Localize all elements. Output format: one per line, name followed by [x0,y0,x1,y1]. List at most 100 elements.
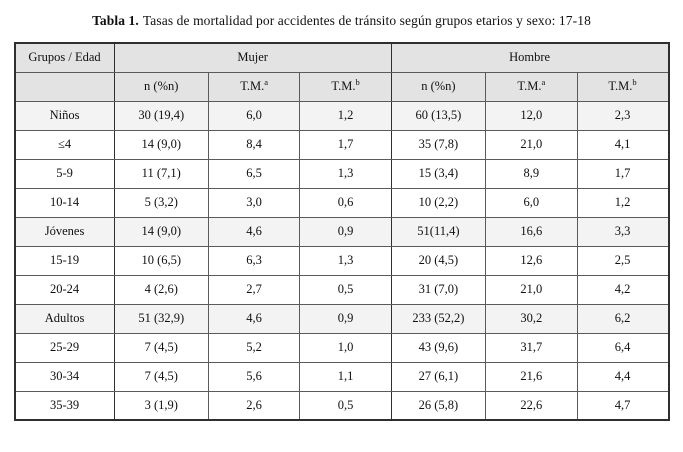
cell-value: 12,0 [485,100,578,131]
corner-header-empty [14,71,115,102]
cell-value: 30 (19,4) [113,100,209,131]
cell-value: 60 (13,5) [390,100,487,131]
table-row: 20-24 4 (2,6) 2,7 0,5 31 (7,0) 21,0 4,2 [14,274,670,305]
cell-value: 0,9 [299,303,392,334]
cell-value: 4,7 [576,390,670,421]
column-header: n (%n) [390,71,487,102]
table-body: Niños 30 (19,4) 6,0 1,2 60 (13,5) 12,0 2,3 ≤4 14… [14,100,670,421]
cell-value: 8,9 [485,158,578,189]
cell-value: 0,6 [299,187,392,218]
cell-value: 16,6 [485,216,578,247]
column-header: T.M.b [299,71,392,102]
table-row: 25-29 7 (4,5) 5,2 1,0 43 (9,6) 31,7 6,4 [14,332,670,363]
cell-value: 26 (5,8) [390,390,487,421]
cell-value: 31 (7,0) [390,274,487,305]
table-title-text: Tasas de mortalidad por accidentes de tr… [142,13,591,28]
row-label: 15-19 [14,245,115,276]
cell-value: 4 (2,6) [113,274,209,305]
cell-value: 4,6 [207,216,301,247]
cell-value: 11 (7,1) [113,158,209,189]
row-label: ≤4 [14,129,115,160]
column-header-superscript: a [541,76,546,87]
cell-value: 6,0 [207,100,301,131]
cell-value: 43 (9,6) [390,332,487,363]
cell-value: 3,3 [576,216,670,247]
cell-value: 0,9 [299,216,392,247]
column-header: T.M.a [207,71,301,102]
group-header-row: Grupos / Edad Mujer Hombre [14,42,670,73]
column-header-label: T.M. [517,79,542,93]
cell-value: 233 (52,2) [390,303,487,334]
row-label: Adultos [14,303,115,334]
cell-value: 21,6 [485,361,578,392]
cell-value: 1,3 [299,158,392,189]
cell-value: 2,3 [576,100,670,131]
cell-value: 3,0 [207,187,301,218]
group-table-row: Niños 30 (19,4) 6,0 1,2 60 (13,5) 12,0 2,3 [14,100,670,131]
mortality-table: Grupos / Edad Mujer Hombre n (%n) T.M.a T.… [13,42,670,421]
column-header: n (%n) [113,71,209,102]
cell-value: 2,5 [576,245,670,276]
cell-value: 4,1 [576,129,670,160]
cell-value: 35 (7,8) [390,129,487,160]
cell-value: 21,0 [485,129,578,160]
cell-value: 1,7 [576,158,670,189]
table-title: Tabla 1. Tasas de mortalidad por accident… [0,13,683,29]
row-label: 10-14 [14,187,115,218]
column-header-label: n (%n) [144,79,179,93]
cell-value: 7 (4,5) [113,332,209,363]
cell-value: 6,3 [207,245,301,276]
cell-value: 0,5 [299,390,392,421]
cell-value: 0,5 [299,274,392,305]
column-header-label: n (%n) [421,79,456,93]
cell-value: 2,7 [207,274,301,305]
cell-value: 27 (6,1) [390,361,487,392]
column-header: T.M.b [576,71,670,102]
row-label: 30-34 [14,361,115,392]
group-header-hombre: Hombre [390,42,670,73]
group-table-row: Adultos 51 (32,9) 4,6 0,9 233 (52,2) 30,2 6,2 [14,303,670,334]
cell-value: 4,4 [576,361,670,392]
row-label: 35-39 [14,390,115,421]
row-label: Jóvenes [14,216,115,247]
cell-value: 2,6 [207,390,301,421]
table-header: Grupos / Edad Mujer Hombre n (%n) T.M.a T.… [14,42,670,102]
cell-value: 5 (3,2) [113,187,209,218]
column-header: T.M.a [485,71,578,102]
cell-value: 3 (1,9) [113,390,209,421]
cell-value: 1,0 [299,332,392,363]
cell-value: 8,4 [207,129,301,160]
cell-value: 1,1 [299,361,392,392]
cell-value: 31,7 [485,332,578,363]
cell-value: 15 (3,4) [390,158,487,189]
table-row: 10-14 5 (3,2) 3,0 0,6 10 (2,2) 6,0 1,2 [14,187,670,218]
cell-value: 7 (4,5) [113,361,209,392]
cell-value: 14 (9,0) [113,129,209,160]
column-header-label: T.M. [331,79,356,93]
column-header-superscript: b [632,76,637,87]
table-row: 30-34 7 (4,5) 5,6 1,1 27 (6,1) 21,6 4,4 [14,361,670,392]
cell-value: 21,0 [485,274,578,305]
cell-value: 5,6 [207,361,301,392]
cell-value: 51(11,4) [390,216,487,247]
cell-value: 5,2 [207,332,301,363]
cell-value: 20 (4,5) [390,245,487,276]
sub-header-row: n (%n) T.M.a T.M.b n (%n) T.M.a T.M.b [14,71,670,102]
column-header-label: T.M. [608,79,633,93]
cell-value: 30,2 [485,303,578,334]
row-label: 25-29 [14,332,115,363]
cell-value: 10 (6,5) [113,245,209,276]
cell-value: 1,2 [299,100,392,131]
cell-value: 10 (2,2) [390,187,487,218]
table-row: 15-19 10 (6,5) 6,3 1,3 20 (4,5) 12,6 2,5 [14,245,670,276]
table-row: ≤4 14 (9,0) 8,4 1,7 35 (7,8) 21,0 4,1 [14,129,670,160]
cell-value: 4,6 [207,303,301,334]
corner-header: Grupos / Edad [14,42,115,73]
row-label: 20-24 [14,274,115,305]
table-row: 35-39 3 (1,9) 2,6 0,5 26 (5,8) 22,6 4,7 [14,390,670,421]
cell-value: 51 (32,9) [113,303,209,334]
cell-value: 6,2 [576,303,670,334]
table-row: 5-9 11 (7,1) 6,5 1,3 15 (3,4) 8,9 1,7 [14,158,670,189]
column-header-label: T.M. [240,79,265,93]
